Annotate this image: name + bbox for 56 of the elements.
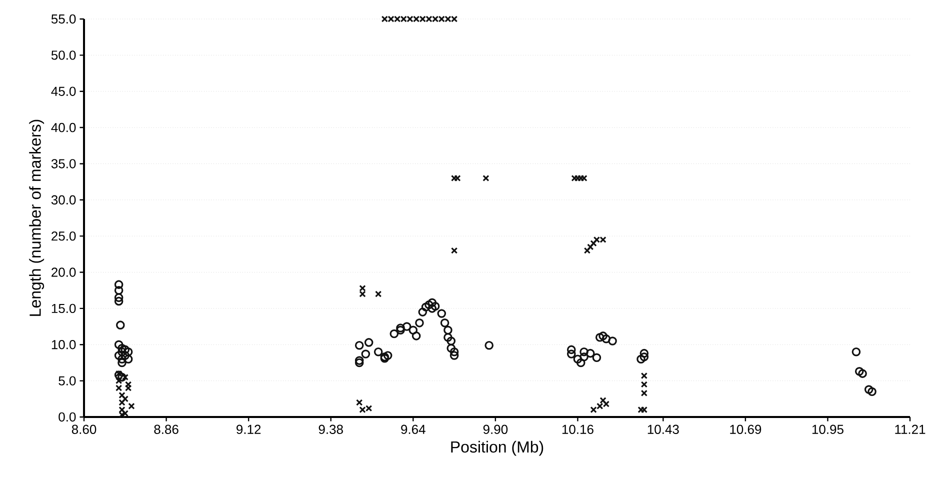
point [640, 406, 648, 414]
x-axis-title: Position (Mb) [451, 440, 544, 456]
x-tick-label: 8.86 [154, 424, 178, 434]
y-tick-label: 25.0 [52, 231, 76, 241]
point [638, 406, 644, 414]
y-tick-label: 15.0 [52, 304, 76, 314]
x-tick-label: 8.60 [72, 424, 96, 434]
point [450, 247, 458, 254]
x-tick-label: 9.90 [483, 424, 508, 434]
y-axis-title: Length (number of markers) [29, 120, 44, 316]
point [359, 284, 366, 292]
y-tick-label: 0.0 [58, 412, 76, 422]
y-tick-label: 50.0 [51, 50, 76, 60]
point [640, 372, 648, 380]
point [356, 399, 363, 406]
point [118, 406, 126, 414]
point [450, 174, 458, 182]
point [590, 406, 597, 414]
point [122, 374, 128, 381]
point [118, 392, 126, 399]
point [590, 240, 597, 247]
y-tick-label: 20.0 [52, 268, 76, 277]
x-tick-label: 10.43 [648, 424, 679, 434]
x-tick-label: 11.21 [895, 424, 926, 434]
x-tick-label: 9.64 [401, 424, 426, 434]
x-tick-label: 10.69 [730, 424, 762, 434]
point [600, 396, 606, 404]
point [454, 174, 461, 182]
point [118, 399, 126, 406]
point [122, 396, 128, 402]
y-tick-label: 40.0 [51, 122, 76, 132]
point [115, 377, 122, 384]
y-tick-label: 10.0 [52, 340, 76, 350]
point [482, 174, 490, 182]
point [587, 244, 594, 250]
point [115, 370, 122, 377]
x-tick-label: 10.16 [562, 424, 594, 434]
x-tick-label: 10.95 [812, 424, 844, 434]
point [640, 390, 648, 396]
point [359, 290, 366, 298]
y-tick-label: 45.0 [51, 86, 76, 96]
point [584, 247, 591, 254]
y-tick-label: 5.0 [58, 376, 76, 386]
point [374, 290, 382, 298]
y-tick-label: 30.0 [51, 195, 76, 204]
y-tick-label: 55.0 [51, 14, 76, 24]
point [122, 410, 128, 417]
point [124, 384, 132, 392]
point [640, 381, 648, 388]
point [118, 411, 126, 418]
point [124, 381, 132, 388]
x-tick-label: 9.12 [236, 424, 261, 434]
point [115, 384, 122, 392]
x-tick-label: 9.38 [318, 424, 343, 434]
point [128, 402, 135, 410]
y-tick-label: 35.0 [51, 159, 76, 168]
